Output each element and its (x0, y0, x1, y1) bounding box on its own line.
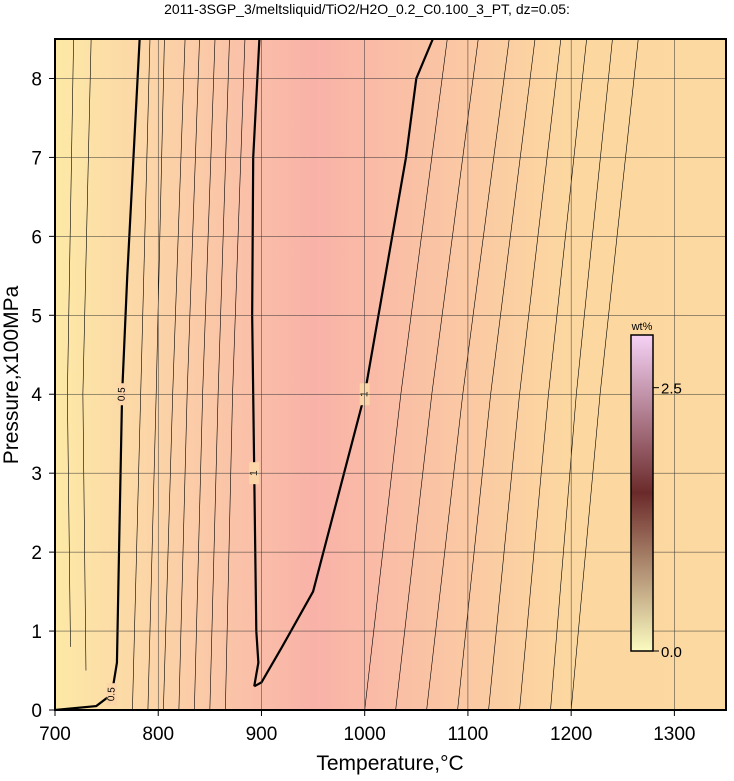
colorbar-tick-label: 0.0 (661, 644, 682, 661)
x-tick-label: 800 (142, 724, 174, 745)
x-tick-label: 1200 (550, 724, 592, 745)
y-tick-label: 2 (31, 543, 42, 564)
y-tick-label: 0 (31, 701, 42, 722)
x-tick-label: 1100 (447, 724, 488, 745)
colorbar (630, 334, 654, 652)
y-tick-label: 5 (31, 306, 42, 327)
x-tick-label: 900 (246, 724, 278, 745)
y-axis-label: Pressure,x100MPa (0, 285, 23, 464)
y-tick-label: 1 (31, 622, 42, 643)
colorbar-label: wt% (631, 321, 653, 333)
plot-frame (54, 38, 727, 711)
contour-line (253, 38, 434, 688)
x-tick-label: 1000 (344, 724, 386, 745)
y-tick-label: 6 (31, 227, 42, 248)
contour-label-bg (106, 683, 117, 706)
y-tick-label: 8 (31, 69, 42, 90)
y-tick-label: 3 (31, 464, 42, 485)
x-tick-label: 1300 (653, 724, 695, 745)
chart-title: 2011-3SGP_3/meltsliquid/TiO2/H2O_0.2_C0.… (164, 1, 570, 17)
plot-field (55, 39, 726, 710)
colorbar-tick-label: 2.5 (661, 381, 682, 398)
y-tick-label: 4 (31, 385, 42, 406)
contour-label: 0.5 (106, 687, 117, 702)
y-tick-label: 7 (31, 148, 42, 169)
x-axis-label: Temperature,°C (316, 752, 463, 775)
x-tick-label: 700 (39, 724, 71, 745)
